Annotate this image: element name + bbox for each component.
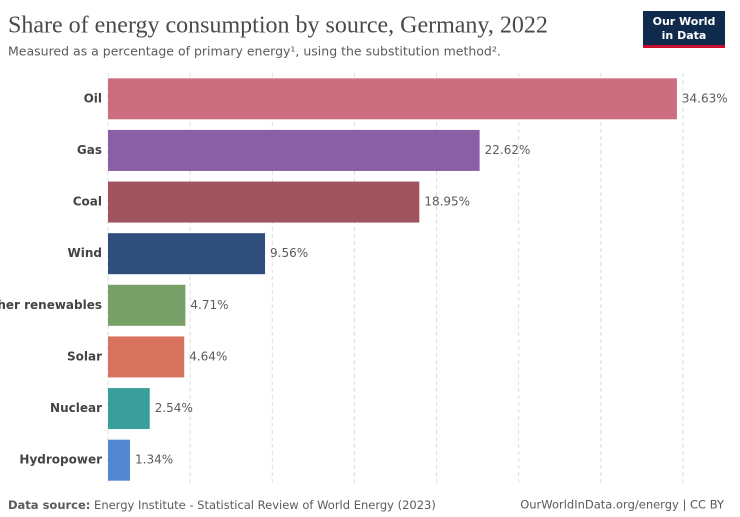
bar: [108, 129, 480, 171]
logo-bar: [643, 45, 725, 48]
category-label: Solar: [67, 349, 102, 363]
value-label: 2.54%: [155, 401, 193, 415]
category-label: Other renewables: [0, 298, 102, 312]
category-label: Coal: [73, 195, 102, 209]
source-text: Energy Institute - Statistical Review of…: [94, 498, 436, 512]
bar: [108, 439, 131, 481]
footer-credit: OurWorldInData.org/energy | CC BY: [520, 498, 725, 512]
value-label: 22.62%: [485, 143, 531, 157]
bar: [108, 78, 677, 120]
chart-title: Share of energy consumption by source, G…: [8, 13, 548, 39]
chart-subtitle: Measured as a percentage of primary ener…: [8, 44, 501, 59]
value-label: 18.95%: [424, 195, 470, 209]
category-label: Wind: [68, 246, 102, 260]
value-label: 4.71%: [190, 298, 228, 312]
bar: [108, 284, 186, 326]
value-label: 4.64%: [189, 349, 227, 363]
category-label: Hydropower: [19, 453, 102, 467]
logo-box: [643, 11, 725, 48]
category-label: Nuclear: [50, 401, 102, 415]
bar: [108, 233, 266, 275]
bar: [108, 388, 150, 430]
logo-text: Our World: [653, 15, 716, 28]
logo-text: in Data: [662, 29, 707, 42]
footer-source: Data source: Energy Institute - Statisti…: [8, 498, 436, 512]
value-label: 9.56%: [270, 246, 308, 260]
category-label: Gas: [77, 143, 102, 157]
bar: [108, 181, 420, 223]
value-label: 34.63%: [682, 91, 728, 105]
bar: [108, 336, 185, 378]
value-label: 1.34%: [135, 453, 173, 467]
category-label: Oil: [84, 91, 102, 105]
source-label: Data source:: [8, 498, 90, 512]
